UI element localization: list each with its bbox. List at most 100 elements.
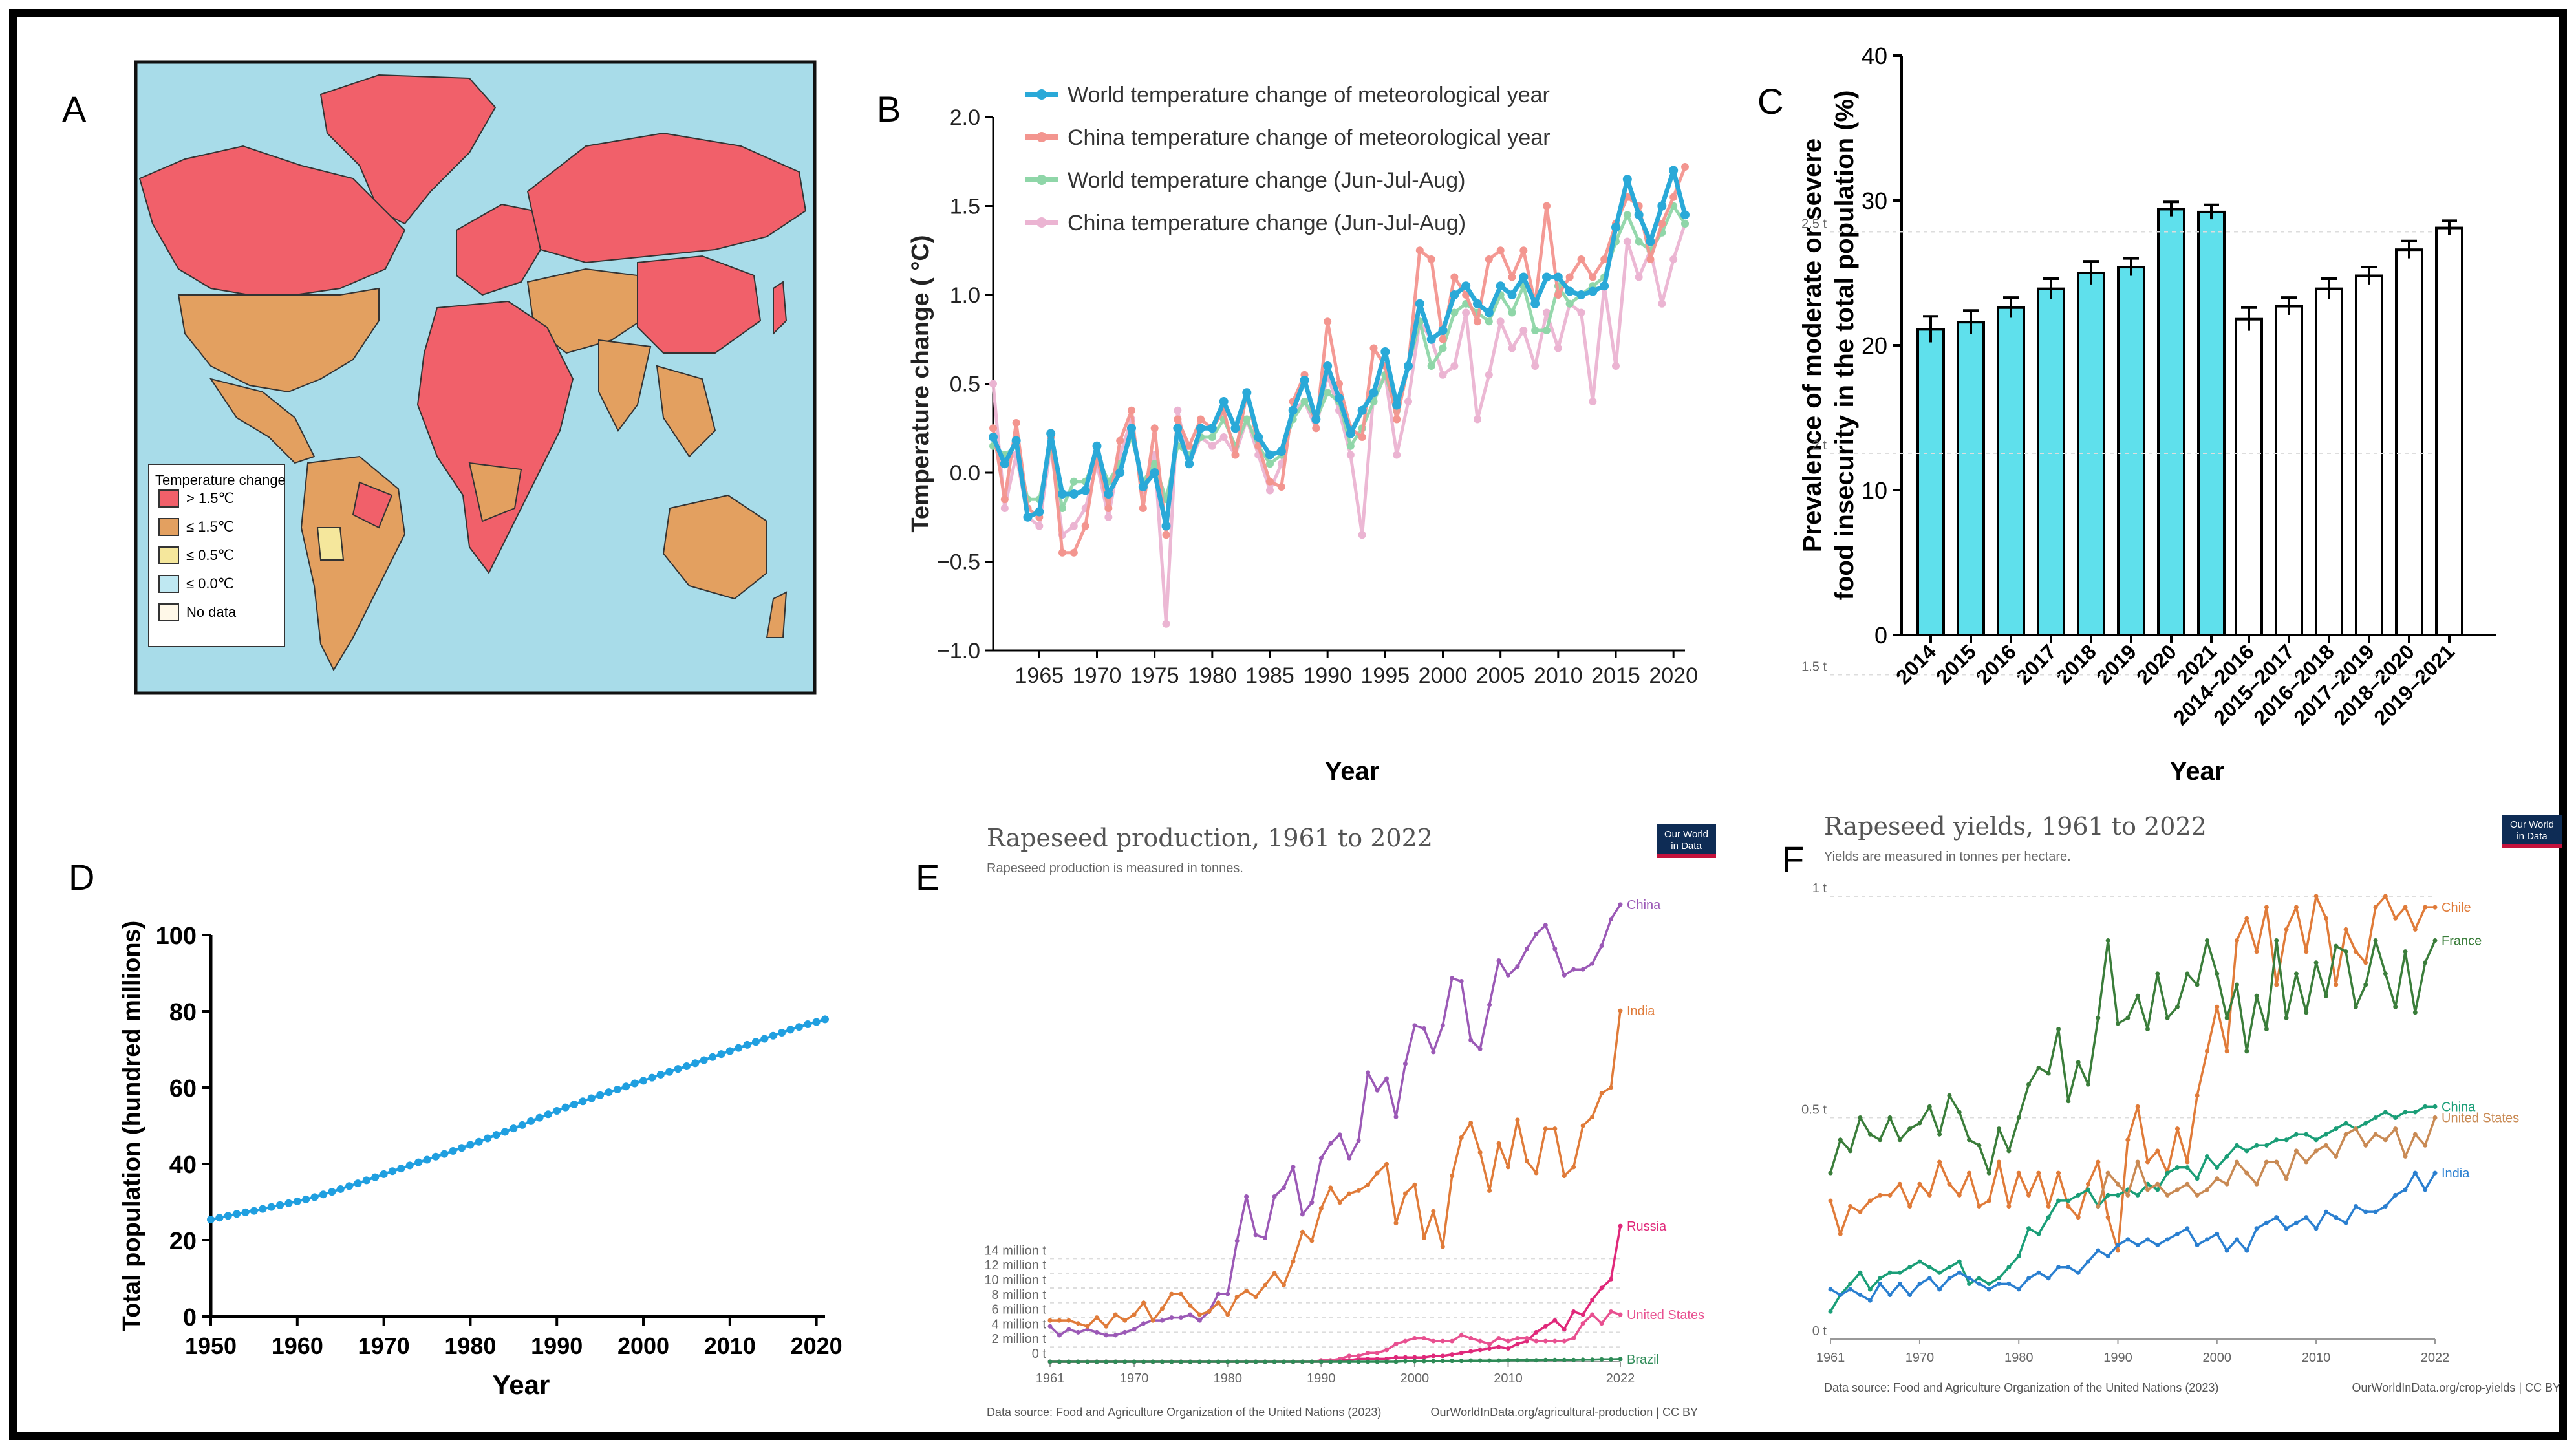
panel-letter-e: E [916, 857, 939, 897]
data-point-china-temperature-change-jun-jul-aug [1358, 531, 1366, 539]
data-point-united-states [2363, 1143, 2368, 1148]
legend-swatch-1-5 [158, 518, 179, 536]
data-point-china-temperature-change-jun-jul-aug [1162, 619, 1170, 628]
data-point-world-temperature-change-of-meteorological-year [1553, 272, 1563, 282]
data-point-chile [2056, 1170, 2061, 1176]
data-point-india [2264, 1220, 2269, 1225]
data-point-china [1543, 923, 1548, 928]
data-source: Data source: Food and Agriculture Organi… [1824, 1381, 2218, 1394]
data-point-world-temperature-change-jun-jul-aug [1266, 460, 1274, 468]
data-point-united-states [2432, 1115, 2438, 1120]
data-point-chile [2234, 938, 2239, 943]
data-point-china-temperature-change-of-meteorological-year [1116, 436, 1124, 445]
data-point-india [2412, 1170, 2418, 1176]
data-point-brazil [1160, 1359, 1165, 1364]
population-point [769, 1031, 777, 1040]
data-point-france [1867, 1132, 1873, 1137]
y-axis-title: Temperature change ( °C) [907, 235, 934, 532]
data-point-united-states [2304, 1159, 2309, 1165]
data-point-chile [1867, 1198, 1873, 1203]
data-point-france [2363, 982, 2368, 987]
data-point-chile [2224, 1049, 2229, 1054]
y-tick-label: 30 [1862, 188, 1887, 214]
data-point-india [1225, 1312, 1230, 1317]
data-point-united-states [2165, 1192, 2170, 1198]
bar-2019-2021 [2435, 226, 2463, 636]
data-point-china-temperature-change-jun-jul-aug [1450, 362, 1459, 370]
data-point-china [2393, 1115, 2398, 1120]
data-point-china-temperature-change-jun-jul-aug [1346, 451, 1355, 459]
data-point-brazil [1562, 1357, 1567, 1362]
data-point-france [1947, 1093, 1952, 1098]
data-point-india [1309, 1238, 1315, 1243]
legend-marker-world-temperature-change-jun-jul-aug [1036, 175, 1047, 185]
data-point-chile [2393, 916, 2398, 921]
data-point-china [2274, 1137, 2279, 1143]
x-tick-label: 2020 [791, 1333, 843, 1359]
bar-2014-2016 [2235, 317, 2263, 636]
data-point-france [2026, 1082, 2032, 1087]
data-point-united-states [2234, 1159, 2239, 1165]
population-point [510, 1124, 518, 1133]
data-point-china [1957, 1259, 1962, 1264]
data-point-india [1543, 1126, 1548, 1132]
population-point [527, 1117, 535, 1125]
data-point-france [2224, 1015, 2229, 1020]
panel-c-food-insecurity-chart: 0102030402014201520162017201820192020202… [1798, 43, 2496, 786]
data-point-chile [2174, 1126, 2180, 1132]
data-point-world-temperature-change-of-meteorological-year [1404, 361, 1413, 371]
data-point-brazil [1318, 1359, 1324, 1364]
data-point-brazil [1188, 1359, 1193, 1364]
region-bolivia [316, 527, 345, 561]
data-point-world-temperature-change-of-meteorological-year [1519, 272, 1529, 282]
data-point-china [2334, 1126, 2339, 1132]
data-point-world-temperature-change-of-meteorological-year [1011, 436, 1021, 446]
data-point-chile [1927, 1192, 1932, 1198]
data-point-brazil [1468, 1358, 1474, 1363]
legend-swatch-0-5 [158, 546, 179, 564]
y-tick-label: 20 [169, 1228, 197, 1255]
bar-2019 [2117, 266, 2145, 637]
data-point-china [1878, 1276, 1883, 1281]
data-point-india [1216, 1300, 1221, 1306]
data-point-chile [1828, 1198, 1833, 1203]
series-label-brazil: Brazil [1627, 1353, 1659, 1367]
y-tick-label: 100 [156, 923, 197, 950]
data-point-united-states [2155, 1181, 2160, 1187]
y-tick-label: 10 million t [984, 1273, 1046, 1287]
x-tick-label: 2000 [2203, 1351, 2232, 1365]
x-tick-label: 1970 [1905, 1351, 1935, 1365]
data-point-india [1178, 1291, 1183, 1296]
data-point-france [2234, 982, 2239, 987]
data-point-china-temperature-change-of-meteorological-year [1658, 220, 1666, 228]
data-point-brazil [1618, 1357, 1623, 1362]
y-tick-label: 0 [1874, 622, 1887, 649]
population-point [405, 1161, 414, 1170]
data-point-india [2274, 1215, 2279, 1220]
data-point-india [2096, 1248, 2101, 1253]
data-point-chile [1858, 1209, 1863, 1214]
data-point-china [1858, 1270, 1863, 1275]
data-point-india [1917, 1281, 1922, 1286]
data-point-world-temperature-change-of-meteorological-year [1173, 424, 1183, 433]
series-label-china: China [2442, 1100, 2476, 1114]
legend-label: > 1.5℃ [186, 490, 234, 506]
data-point-india [1957, 1270, 1962, 1275]
data-point-india [1272, 1271, 1277, 1276]
data-point-chile [2254, 949, 2259, 954]
owid-logo-text: in Data [1671, 841, 1702, 852]
data-point-china-temperature-change-jun-jul-aug [1531, 362, 1540, 370]
data-point-india [1141, 1300, 1146, 1306]
x-tick-label: 2020 [1649, 663, 1698, 688]
region-africa [416, 300, 574, 574]
data-point-india [1281, 1282, 1286, 1287]
data-point-world-temperature-change-of-meteorological-year [1438, 326, 1448, 335]
data-point-chile [2066, 1204, 2071, 1209]
data-point-india [1328, 1185, 1333, 1190]
data-point-united-states [1496, 1336, 1501, 1340]
data-point-china-temperature-change-jun-jul-aug [1219, 433, 1228, 441]
data-point-china [1366, 1070, 1371, 1075]
data-point-india [1468, 1120, 1474, 1125]
population-point [587, 1094, 596, 1102]
data-point-china [1967, 1281, 1972, 1286]
